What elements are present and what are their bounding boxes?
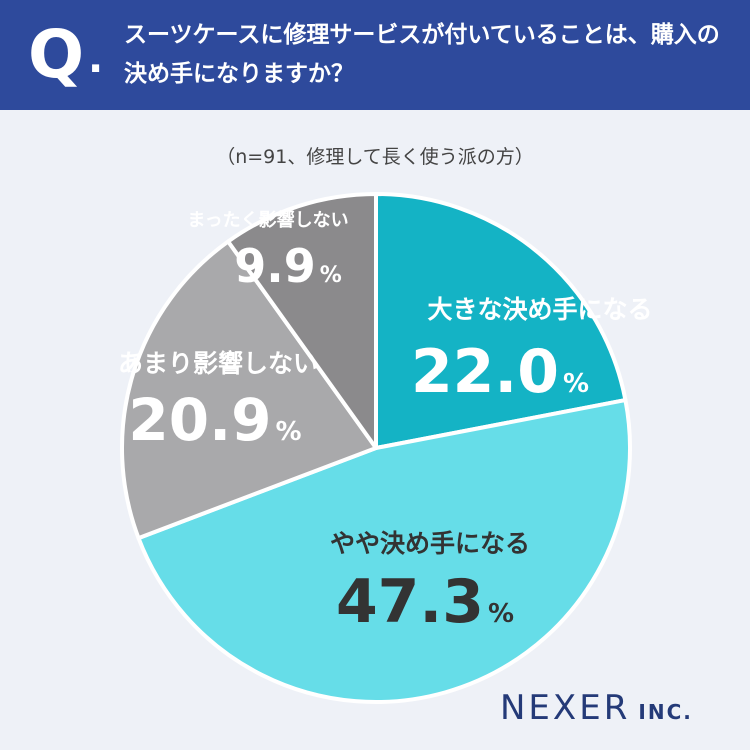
question-header: Q . スーツケースに修理サービスが付いていることは、購入の決め手になりますか？: [0, 0, 750, 110]
slice-value-unit-1: %: [563, 369, 589, 399]
pie-slice-3: [120, 239, 378, 541]
slice-value-number-2: 47.3: [336, 567, 484, 637]
slice-label-2: やや決め手になる: [330, 529, 530, 558]
slice-value-3: 20.9%: [128, 386, 301, 454]
pie-slice-1: [374, 192, 628, 450]
pie-slice-2: [136, 398, 632, 704]
slice-value-unit-3: %: [276, 417, 302, 447]
slice-value-1: 22.0%: [411, 337, 589, 407]
question-text: スーツケースに修理サービスが付いていることは、購入の決め手になりますか？: [124, 22, 720, 87]
slice-label-4: まったく影響しない: [187, 209, 348, 231]
pie-slice-4: [226, 192, 378, 450]
slice-value-unit-2: %: [488, 599, 514, 629]
logo-inc: INC.: [638, 700, 693, 724]
slice-value-number-4: 9.9: [234, 239, 316, 293]
logo-main: NEXER: [500, 688, 631, 728]
slice-label-1: 大きな決め手になる: [427, 295, 652, 324]
slice-value-4: 9.9%: [234, 239, 342, 293]
slice-value-unit-4: %: [320, 263, 342, 288]
nexer-logo: NEXER INC.: [500, 688, 730, 728]
sample-note: （n=91、修理して長く使う派の方）: [216, 146, 534, 168]
slice-label-3: あまり影響しない: [118, 349, 318, 378]
question-dot: .: [88, 36, 104, 82]
slice-value-number-3: 20.9: [128, 386, 271, 454]
question-mark: Q: [28, 16, 85, 93]
slice-value-number-1: 22.0: [411, 337, 559, 407]
slice-value-2: 47.3%: [336, 567, 514, 637]
